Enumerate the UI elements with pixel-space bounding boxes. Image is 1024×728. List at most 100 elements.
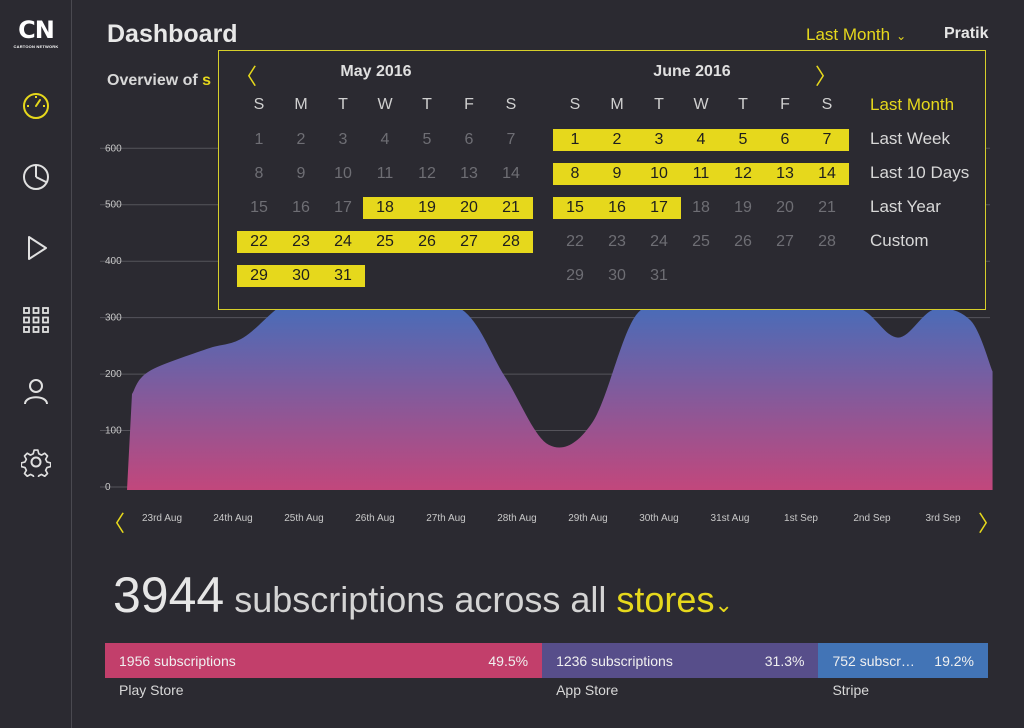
calendar-day[interactable]: 5 [738, 131, 748, 148]
calendar-day[interactable]: 26 [418, 233, 436, 250]
calendar-day[interactable]: 8 [254, 165, 264, 182]
calendar-day[interactable]: 14 [502, 165, 520, 182]
calendar-day[interactable]: 17 [334, 199, 352, 216]
calendar-day[interactable]: 1 [254, 131, 264, 148]
calendar-day[interactable]: 1 [570, 131, 580, 148]
overview-highlight[interactable]: s [202, 72, 212, 89]
calendar-day[interactable]: 10 [650, 165, 668, 182]
preset-option[interactable]: Last 10 Days [870, 163, 970, 182]
calendar-day[interactable]: 24 [334, 233, 352, 250]
calendar-day[interactable]: 29 [566, 267, 584, 284]
preset-option[interactable]: Last Month [870, 95, 955, 114]
preset-option[interactable]: Last Year [870, 197, 941, 216]
calendar-day[interactable]: 15 [566, 199, 584, 216]
calendar-day[interactable]: 25 [376, 233, 394, 250]
calendar-day[interactable]: 24 [650, 233, 668, 250]
calendar-day[interactable]: 7 [822, 131, 832, 148]
calendar-day[interactable]: 11 [376, 165, 394, 182]
calendar-day[interactable]: 28 [502, 233, 520, 250]
calendar-day[interactable]: 13 [776, 165, 794, 182]
date-range-dropdown[interactable]: Last Month ⌄ [806, 25, 906, 45]
calendar-day[interactable]: 7 [506, 131, 516, 148]
sidebar: CN CARTOON NETWORK [0, 0, 72, 728]
calendar-day[interactable]: 20 [776, 199, 794, 216]
stores-dropdown[interactable]: stores [616, 579, 715, 620]
store-percentage: 19.2% [934, 652, 974, 669]
preset-option[interactable]: Last Week [870, 129, 951, 148]
calendar-day[interactable]: 28 [818, 233, 836, 250]
calendar-day[interactable]: 23 [608, 233, 626, 250]
sidebar-item-media[interactable] [18, 230, 54, 266]
calendar-day[interactable]: 29 [250, 267, 268, 284]
sidebar-item-apps[interactable] [18, 302, 54, 338]
calendar-day[interactable]: 19 [734, 199, 752, 216]
selected-range-highlight [363, 197, 533, 219]
calendar-day[interactable]: 27 [460, 233, 478, 250]
calendar-day[interactable]: 16 [292, 199, 310, 216]
calendar-prev-arrow[interactable]: 〈 [235, 65, 258, 90]
calendar-day[interactable]: 14 [818, 165, 836, 182]
calendar-day[interactable]: 17 [650, 199, 668, 216]
subscription-summary: 3944 subscriptions across all stores⌄ [113, 566, 733, 624]
store-bar[interactable]: 1236 subscriptions 31.3% [542, 643, 819, 678]
calendar-day[interactable]: 18 [376, 199, 394, 216]
weekday-label: M [610, 96, 624, 113]
store-bar[interactable]: 752 subscr… 19.2% [818, 643, 988, 678]
weekday-label: S [253, 96, 265, 113]
sidebar-item-profile[interactable] [18, 373, 54, 409]
calendar-day[interactable]: 9 [612, 165, 622, 182]
calendar-day[interactable]: 10 [334, 165, 352, 182]
calendar-day[interactable]: 22 [250, 233, 268, 250]
calendar-day[interactable]: 16 [608, 199, 626, 216]
calendar-day[interactable]: 23 [292, 233, 310, 250]
calendar-day[interactable]: 6 [780, 131, 790, 148]
chart-next-arrow[interactable]: 〉 [978, 512, 1001, 537]
calendar-day[interactable]: 22 [566, 233, 584, 250]
calendar-day[interactable]: 30 [292, 267, 310, 284]
preset-option[interactable]: Custom [870, 231, 929, 250]
calendar-day[interactable]: 11 [692, 165, 710, 182]
calendar-day[interactable]: 12 [734, 165, 752, 182]
calendar-day[interactable]: 27 [776, 233, 794, 250]
subscription-count: 3944 [113, 567, 225, 623]
brand-logo[interactable]: CN CARTOON NETWORK [10, 16, 62, 52]
calendar-day[interactable]: 30 [608, 267, 626, 284]
calendar-day[interactable]: 31 [334, 267, 352, 284]
calendar-day[interactable]: 21 [502, 199, 520, 216]
weekday-label: S [821, 96, 833, 113]
sidebar-item-dashboard[interactable] [18, 88, 54, 124]
calendar-day[interactable]: 26 [734, 233, 752, 250]
calendar-day[interactable]: 12 [418, 165, 436, 182]
calendar-day[interactable]: 3 [338, 131, 348, 148]
calendar-day[interactable]: 4 [380, 131, 390, 148]
calendar-day[interactable]: 19 [418, 199, 436, 216]
calendar-day[interactable]: 5 [422, 131, 432, 148]
calendar-day[interactable]: 18 [692, 199, 710, 216]
x-tick-label: 29th Aug [568, 513, 607, 524]
chevron-down-icon[interactable]: ⌄ [714, 592, 733, 617]
calendar-day[interactable]: 21 [818, 199, 836, 216]
calendar-day[interactable]: 13 [460, 165, 478, 182]
user-name[interactable]: Pratik [944, 25, 989, 42]
sidebar-item-analytics[interactable] [18, 159, 54, 195]
calendar-day[interactable]: 31 [650, 267, 668, 284]
selected-range-highlight [237, 231, 533, 253]
chart-prev-arrow[interactable]: 〈 [103, 512, 126, 537]
calendar-next-arrow[interactable]: 〉 [815, 65, 838, 90]
sidebar-item-settings[interactable] [18, 444, 54, 480]
store-bar[interactable]: 1956 subscriptions 49.5% [105, 643, 543, 678]
calendar-day[interactable]: 15 [250, 199, 268, 216]
calendar-day[interactable]: 9 [296, 165, 306, 182]
calendar-day[interactable]: 20 [460, 199, 478, 216]
calendar-day[interactable]: 6 [464, 131, 474, 148]
pie-chart-icon [23, 164, 49, 190]
calendar-day[interactable]: 4 [696, 131, 706, 148]
calendar-day[interactable]: 25 [692, 233, 710, 250]
calendar-day[interactable]: 3 [654, 131, 664, 148]
calendar-day[interactable]: 8 [570, 165, 580, 182]
calendar-day[interactable]: 2 [612, 131, 622, 148]
weekday-label: T [738, 96, 748, 113]
calendar-day[interactable]: 2 [296, 131, 306, 148]
weekday-label: F [780, 96, 790, 113]
x-tick-label: 2nd Sep [853, 513, 891, 524]
